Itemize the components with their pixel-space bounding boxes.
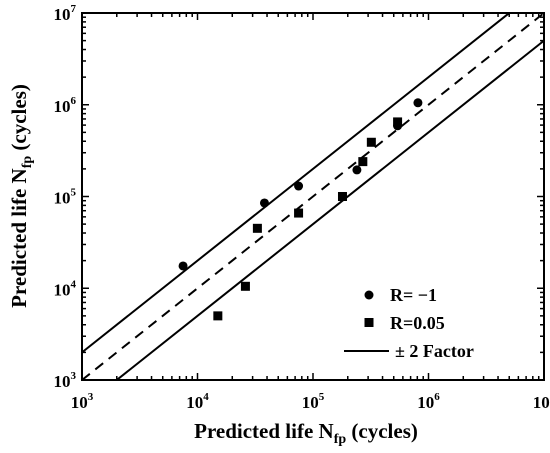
y-tick-label: 105	[54, 187, 77, 208]
data-point-square	[337, 192, 347, 201]
data-point-square	[213, 311, 223, 321]
lower-factor-line	[115, 39, 544, 380]
x-tick-label: 106	[417, 391, 440, 412]
upper-factor-line	[82, 13, 511, 354]
data-point-square	[358, 157, 368, 167]
data-point-square	[294, 208, 304, 218]
data-point-circle	[259, 198, 269, 208]
x-tick-label: 103	[71, 391, 94, 412]
data-point-square	[252, 223, 262, 233]
y-tick-label: 103	[54, 370, 77, 391]
legend-label-r-minus-1: R= −1	[390, 285, 437, 305]
y-tick-label: 106	[54, 95, 77, 116]
legend-marker-square	[364, 318, 374, 327]
data-point-square	[393, 117, 403, 127]
y-axis-label: Predicted life Nfp (cycles)	[7, 84, 35, 308]
reference-lines	[82, 13, 544, 380]
one-to-one-line	[82, 13, 544, 380]
y-tick-label: 104	[54, 278, 77, 299]
x-tick-label: 104	[186, 391, 209, 412]
data-point-circle	[413, 98, 423, 108]
x-tick-label: 105	[302, 391, 325, 412]
tick-labels: 103 104 105 106 107 103 104 105 106 107	[54, 3, 550, 412]
axis-ticks	[81, 12, 545, 381]
data-point-square	[240, 281, 250, 291]
legend-marker-circle	[364, 290, 374, 300]
legend-label-factor: ± 2 Factor	[395, 341, 474, 361]
data-point-circle	[294, 181, 304, 191]
y-tick-label: 107	[54, 3, 77, 24]
legend-label-r-0-05: R=0.05	[390, 313, 445, 333]
data-point-circle	[178, 261, 188, 271]
data-point-circle	[352, 165, 362, 175]
data-points	[178, 98, 423, 321]
data-point-square	[366, 137, 376, 147]
legend: R= −1 R=0.05 ± 2 Factor	[344, 285, 474, 361]
x-axis-label: Predicted life Nfp (cycles)	[194, 419, 418, 447]
x-tick-label: 107	[533, 391, 550, 412]
